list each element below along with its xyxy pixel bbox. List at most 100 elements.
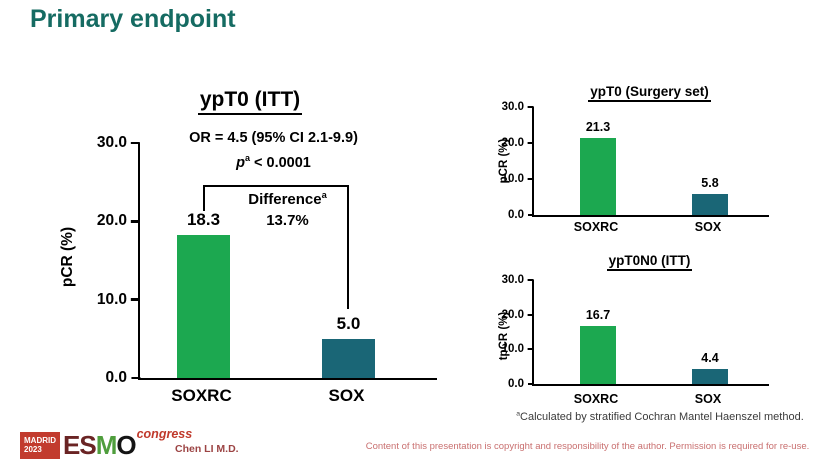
logo-letter: E bbox=[63, 430, 80, 460]
y-tick-label: 30.0 bbox=[501, 274, 524, 286]
plot-area: 0.0 10.0 20.0 30.0 OR = 4.5 (95% CI 2.1-9.9… bbox=[97, 130, 437, 386]
y-tick-mark bbox=[528, 348, 534, 351]
y-axis-label: pCR (%) bbox=[498, 138, 510, 184]
y-tick-mark bbox=[131, 376, 140, 380]
y-tick-mark bbox=[528, 383, 534, 385]
x-axis-labels: SOXRC SOX bbox=[532, 220, 767, 236]
bar-soxrc bbox=[580, 138, 616, 215]
difference-label: Differencea bbox=[248, 190, 327, 208]
bar-soxrc bbox=[580, 326, 616, 384]
bar-value-label: 21.3 bbox=[585, 120, 611, 135]
copyright-notice: Content of this presentation is copyrigh… bbox=[365, 441, 810, 452]
y-tick-label: 10.0 bbox=[501, 343, 524, 356]
chart-ypt0-surgery-set: ypT0 (Surgery set) pCR (%) 0.0 10.0 20.0 30… bbox=[478, 84, 790, 244]
y-axis-ticks: 0.0 10.0 20.0 30.0 bbox=[502, 274, 769, 390]
plot-area: 0.0 10.0 20.0 30.0 16.7 4.4 bbox=[502, 274, 769, 390]
comparison-bracket-left bbox=[203, 185, 205, 211]
y-tick-mark bbox=[131, 141, 140, 145]
chart-title: ypT0 (ITT) bbox=[55, 88, 445, 115]
difference-superscript: a bbox=[321, 190, 327, 200]
esmo-congress-logo: MADRID 2023 ESMO congress bbox=[20, 427, 193, 461]
y-axis-ticks: 0.0 10.0 20.0 30.0 bbox=[502, 101, 769, 221]
bar-soxrc bbox=[177, 234, 230, 378]
y-tick-label: 10.0 bbox=[501, 173, 524, 186]
comparison-bracket-right bbox=[347, 185, 349, 309]
footnote: aCalculated by stratified Cochran Mantel… bbox=[500, 410, 820, 423]
x-category-label: SOX bbox=[694, 220, 722, 234]
y-tick: 0.0 bbox=[105, 369, 140, 387]
y-tick: 20.0 bbox=[502, 309, 534, 321]
bar-value-label: 5.8 bbox=[701, 176, 719, 191]
x-category-label: SOXRC bbox=[171, 386, 232, 405]
y-tick-label: 30.0 bbox=[501, 101, 524, 113]
bar-value-label: 4.4 bbox=[701, 350, 719, 365]
p-symbol: p bbox=[236, 155, 245, 171]
chart-title-text: ypT0N0 (ITT) bbox=[606, 253, 693, 271]
esmo-wordmark: ESMO bbox=[63, 430, 137, 460]
logo-letter: M bbox=[95, 430, 118, 460]
x-category-label: SOX bbox=[694, 392, 722, 406]
x-category-label: SOX bbox=[328, 386, 365, 405]
bar-value-label: 16.7 bbox=[585, 308, 611, 323]
logo-congress-text: congress bbox=[136, 427, 193, 441]
slide-title: Primary endpoint bbox=[30, 5, 236, 33]
chart-title: ypT0 (Surgery set) bbox=[532, 84, 767, 102]
footnote-text: Calculated by stratified Cochran Mantel … bbox=[520, 411, 804, 423]
chart-title: ypT0N0 (ITT) bbox=[532, 253, 767, 271]
madrid-2023-badge: MADRID 2023 bbox=[20, 431, 60, 459]
x-category-label: SOXRC bbox=[573, 392, 619, 406]
y-axis-ticks: 0.0 10.0 20.0 30.0 bbox=[97, 134, 437, 386]
bar-sox bbox=[692, 368, 728, 384]
y-tick: 30.0 bbox=[502, 101, 534, 113]
y-axis-label: tpCR (%) bbox=[498, 311, 510, 361]
y-tick-label: 0.0 bbox=[508, 378, 524, 390]
logo-year: 2023 bbox=[24, 445, 42, 454]
y-tick-mark bbox=[528, 214, 534, 216]
y-tick-label: 0.0 bbox=[105, 369, 127, 386]
p-comparison: < 0.0001 bbox=[254, 155, 311, 171]
p-superscript: a bbox=[244, 153, 250, 164]
logo-city: MADRID bbox=[24, 436, 56, 445]
comparison-bracket-top bbox=[203, 185, 348, 187]
bar-sox bbox=[322, 338, 375, 378]
y-tick: 30.0 bbox=[502, 274, 534, 286]
y-tick: 30.0 bbox=[97, 134, 140, 152]
y-tick-label: 20.0 bbox=[501, 308, 524, 321]
chart-ypt0-itt: ypT0 (ITT) pCR (%) 0.0 10.0 20.0 30.0 OR = … bbox=[55, 88, 455, 422]
y-tick-label: 10.0 bbox=[96, 290, 127, 308]
logo-letter: O bbox=[116, 430, 136, 460]
bar-sox bbox=[692, 194, 728, 215]
y-tick: 20.0 bbox=[97, 212, 140, 230]
x-axis-labels: SOXRC SOX bbox=[532, 392, 767, 408]
presenter-credit: Chen LI M.D. bbox=[175, 443, 239, 455]
chart-ypt0n0-itt: ypT0N0 (ITT) tpCR (%) 0.0 10.0 20.0 30.0 16… bbox=[478, 250, 790, 425]
y-tick-mark bbox=[131, 220, 140, 223]
y-tick-mark bbox=[528, 178, 534, 181]
y-tick: 10.0 bbox=[502, 343, 534, 355]
y-tick: 10.0 bbox=[502, 173, 534, 185]
y-tick-mark bbox=[528, 106, 534, 108]
y-tick-label: 0.0 bbox=[508, 209, 524, 221]
y-tick: 20.0 bbox=[502, 137, 534, 149]
y-tick-mark bbox=[528, 313, 534, 316]
y-tick-label: 20.0 bbox=[96, 212, 127, 230]
y-tick-mark bbox=[131, 298, 140, 301]
p-value-annotation: pa < 0.0001 bbox=[125, 153, 422, 171]
difference-value: 13.7% bbox=[266, 212, 309, 229]
y-tick: 0.0 bbox=[508, 209, 534, 221]
footnote-superscript: a bbox=[516, 410, 521, 418]
chart-title-text: ypT0 (ITT) bbox=[197, 88, 303, 115]
y-tick-label: 30.0 bbox=[96, 134, 127, 151]
y-axis-label: pCR (%) bbox=[59, 226, 76, 288]
logo-letter: S bbox=[79, 430, 96, 460]
chart-title-text: ypT0 (Surgery set) bbox=[588, 84, 711, 102]
odds-ratio-annotation: OR = 4.5 (95% CI 2.1-9.9) bbox=[189, 130, 358, 146]
x-category-label: SOXRC bbox=[573, 220, 619, 234]
x-axis-labels: SOXRC SOX bbox=[138, 386, 435, 410]
plot-area: 0.0 10.0 20.0 30.0 21.3 5.8 bbox=[502, 101, 769, 221]
y-tick-mark bbox=[528, 279, 534, 281]
y-tick-label: 20.0 bbox=[501, 137, 524, 150]
bar-value-label: 18.3 bbox=[186, 209, 221, 229]
y-tick: 0.0 bbox=[508, 378, 534, 390]
